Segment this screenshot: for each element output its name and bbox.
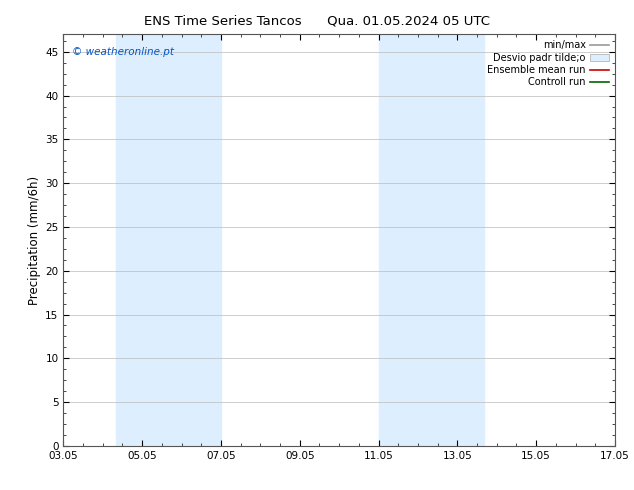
- Text: © weatheronline.pt: © weatheronline.pt: [72, 47, 174, 57]
- Y-axis label: Precipitation (mm/6h): Precipitation (mm/6h): [28, 175, 41, 305]
- Bar: [378, 34, 431, 446]
- Legend: min/max, Desvio padr tilde;o, Ensemble mean run, Controll run: min/max, Desvio padr tilde;o, Ensemble m…: [483, 36, 613, 91]
- Bar: [169, 34, 221, 446]
- Bar: [431, 34, 484, 446]
- Text: ENS Time Series Tancos      Qua. 01.05.2024 05 UTC: ENS Time Series Tancos Qua. 01.05.2024 0…: [144, 15, 490, 28]
- Bar: [116, 34, 169, 446]
